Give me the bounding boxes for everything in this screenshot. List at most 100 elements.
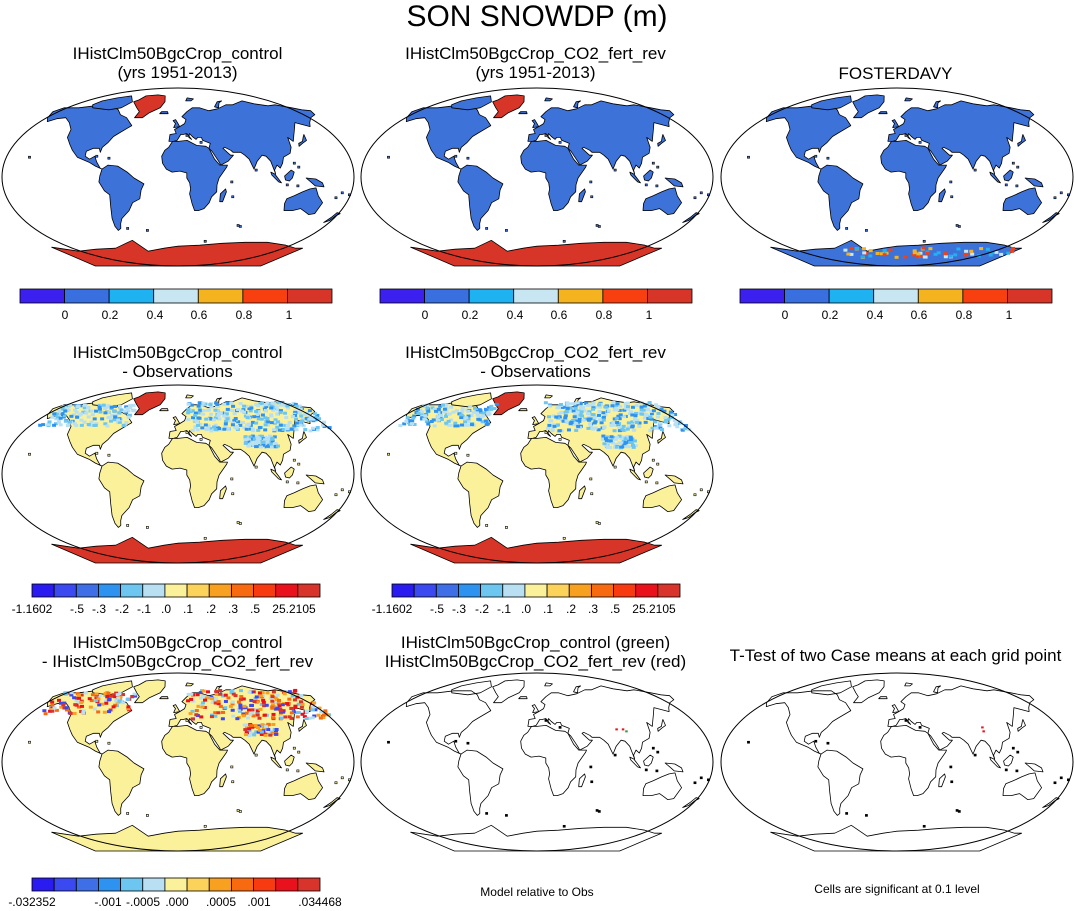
casediff-colorbar-labels: -.032352 -.001 -.0005 .000 .0005 .001 .0… [0,895,400,911]
colorbar-swatch [917,288,964,304]
panel-5-title: IHistClm50BgcCrop_CO2_fert_rev - Observa… [405,343,666,381]
colorbar-swatch [230,877,254,892]
cb6-label: .034468 [298,895,342,909]
colorbar-swatch [602,288,648,304]
colorbar-swatch [468,288,515,304]
colorbar-swatch [242,288,288,304]
colorbar-swatch [379,288,425,304]
map-panel-1 [1,87,355,267]
colorbar-swatch [186,877,210,892]
cb4-label: -.3 [91,602,107,616]
cb4-label: -1.1602 [11,602,53,616]
colorbar-swatch [98,877,122,892]
cb2-label: 1 [645,308,653,322]
colorbar-swatch [287,288,333,304]
cb3-label: 0 [781,308,789,322]
cb2-label: 0.2 [461,308,479,322]
cb2-label: 0.8 [595,308,613,322]
panel-6-title: IHistClm50BgcCrop_control - IHistClm50Bg… [41,633,314,671]
note-cells-significant: Cells are significant at 0.1 level [814,882,980,896]
colorbar-swatch [120,877,144,892]
cb1-label: 0.6 [190,308,208,322]
cb6-label: .0005 [205,895,237,909]
colorbar-panel-5 [391,583,681,598]
cb5-label: -.1 [496,602,512,616]
colorbar-swatch [31,583,55,598]
colorbar-swatch [164,583,188,598]
colorbar-swatch [19,288,65,304]
colorbar-swatch [186,583,210,598]
colorbar-swatch [253,583,277,598]
cb3-label: 0.4 [866,308,884,322]
colorbar-swatch [613,583,637,598]
colorbar-swatch [424,288,470,304]
colorbar-swatch [739,288,785,304]
colorbar-swatch [962,288,1008,304]
colorbar-swatch [142,583,166,598]
colorbar-swatch [64,288,110,304]
cb6-label: .000 [165,895,189,909]
diff-colorbar-labels: -1.1602 -.5 -.3 -.2 -.1 .0 .1 .2 .3 .5 2… [0,602,1074,618]
cb4-label: .3 [227,602,239,616]
colorbar-swatch [297,877,321,892]
cb4-label: -.1 [136,602,152,616]
cb4-label: .2 [205,602,217,616]
panel-3-title: FOSTERDAVY [838,64,953,83]
cb4-label: .0 [160,602,172,616]
cb5-label: .5 [609,602,621,616]
colorbar-swatch [828,288,875,304]
cb4-label: -.5 [69,602,85,616]
abs-colorbar-labels: 0 0.2 0.4 0.6 0.8 1 0 0.2 0.4 0.6 0.8 1 … [0,308,1074,324]
cb5-label: .2 [565,602,577,616]
colorbar-swatch [873,288,919,304]
cb2-label: 0.6 [550,308,568,322]
colorbar-swatch [635,583,659,598]
cb6-label: -.001 [94,895,122,909]
colorbar-swatch [120,583,144,598]
colorbar-swatch [142,877,166,892]
map-panel-3 [720,87,1074,267]
cb2-label: 0 [421,308,429,322]
colorbar-panel-3 [739,288,1053,304]
colorbar-swatch [53,877,77,892]
cb2-label: 0.4 [506,308,524,322]
cb1-label: 0.8 [235,308,253,322]
panel-1-title: IHistClm50BgcCrop_control (yrs 1951-2013… [72,44,283,82]
colorbar-swatch [31,877,55,892]
colorbar-swatch [647,288,693,304]
colorbar-swatch [297,583,321,598]
colorbar-swatch [546,583,570,598]
cb4-label: -.2 [114,602,130,616]
cb5-label: .0 [520,602,532,616]
colorbar-swatch [75,583,99,598]
cb4-label: 25.2105 [272,602,316,616]
colorbar-swatch [435,583,459,598]
map-panel-2 [360,87,714,267]
colorbar-swatch [153,288,199,304]
map-panel-5 [360,384,714,564]
cb5-label: -.5 [429,602,445,616]
colorbar-swatch [230,583,254,598]
map-panel-7 [360,672,714,852]
cb3-label: 1 [1005,308,1013,322]
colorbar-swatch [275,877,299,892]
panel-4-title: IHistClm50BgcCrop_control - Observations [72,343,283,381]
colorbar-panel-2 [379,288,693,304]
colorbar-swatch [197,288,244,304]
cb5-label: 25.2105 [632,602,676,616]
map-panel-4 [1,384,355,564]
cb5-label: .3 [587,602,599,616]
colorbar-swatch [568,583,592,598]
note-model-relative: Model relative to Obs [480,885,594,899]
colorbar-swatch [502,583,526,598]
map-panel-8 [720,672,1074,852]
colorbar-swatch [75,877,99,892]
cb6-label: -.032352 [8,895,56,909]
cb5-label: -.3 [451,602,467,616]
cb1-label: 1 [285,308,293,322]
colorbar-swatch [557,288,604,304]
colorbar-swatch [513,288,559,304]
cb5-label: .1 [542,602,554,616]
colorbar-swatch [657,583,681,598]
colorbar-panel-4 [31,583,321,598]
